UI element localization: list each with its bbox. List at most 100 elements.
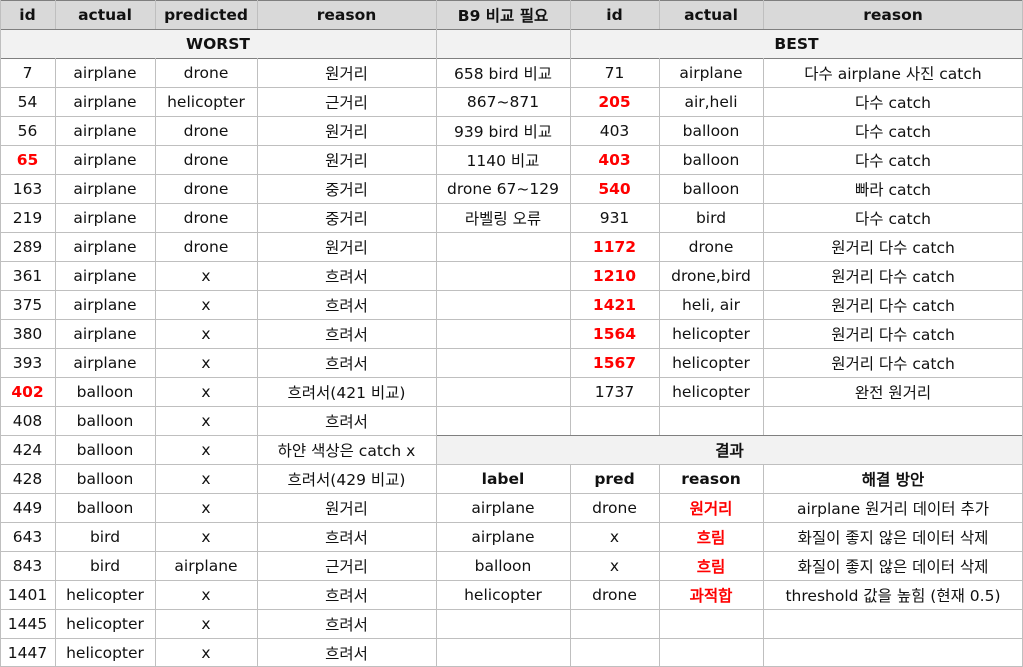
b9-empty-cell[interactable]	[436, 290, 570, 319]
result-header-pred[interactable]: pred	[594, 469, 635, 488]
result-empty-cell[interactable]	[436, 638, 570, 667]
worst-id-cell[interactable]: 289	[12, 237, 43, 256]
result-solution-cell[interactable]: 화질이 좋지 않은 데이터 삭제	[797, 528, 989, 547]
best-id-cell[interactable]: 1210	[592, 266, 637, 285]
worst-reason-cell[interactable]: 흐려서	[325, 528, 368, 547]
best-actual-cell[interactable]: helicopter	[672, 382, 750, 401]
best-empty-cell[interactable]	[763, 406, 1023, 435]
result-empty-cell[interactable]	[659, 609, 763, 638]
worst-id-cell[interactable]: 219	[12, 208, 43, 227]
worst-predicted-cell[interactable]: drone	[183, 121, 229, 140]
best-actual-cell[interactable]: drone	[688, 237, 734, 256]
worst-id-cell[interactable]: 424	[12, 440, 43, 459]
worst-reason-cell[interactable]: 원거리	[325, 499, 368, 518]
best-id-cell[interactable]: 1564	[592, 324, 637, 343]
worst-id-cell[interactable]: 380	[12, 324, 43, 343]
best-id-cell[interactable]: 1737	[594, 382, 635, 401]
result-solution-cell[interactable]: 화질이 좋지 않은 데이터 삭제	[797, 557, 989, 576]
worst-actual-cell[interactable]: balloon	[76, 411, 134, 430]
header-b9-compare[interactable]: B9 비교 필요	[436, 0, 570, 29]
result-reason-cell[interactable]: 원거리	[689, 499, 733, 518]
best-id-cell[interactable]: 931	[599, 208, 630, 227]
worst-predicted-cell[interactable]: drone	[183, 63, 229, 82]
best-id-cell[interactable]: 205	[598, 92, 631, 111]
b9-note-cell[interactable]: drone 67~129	[447, 179, 559, 198]
worst-actual-cell[interactable]: airplane	[73, 208, 137, 227]
worst-id-cell[interactable]: 1445	[7, 614, 48, 633]
worst-reason-cell[interactable]: 근거리	[325, 557, 368, 576]
result-pred-cell[interactable]: x	[609, 527, 620, 546]
worst-actual-cell[interactable]: airplane	[73, 63, 137, 82]
result-empty-cell[interactable]	[763, 609, 1023, 638]
worst-predicted-cell[interactable]: x	[201, 295, 211, 314]
best-id-cell[interactable]: 540	[598, 179, 631, 198]
worst-id-cell[interactable]: 7	[22, 63, 33, 82]
result-header-label[interactable]: label	[481, 469, 525, 488]
section-b9-blank[interactable]	[436, 29, 570, 58]
worst-predicted-cell[interactable]: x	[201, 411, 211, 430]
b9-note-cell[interactable]: 939 bird 비교	[453, 122, 553, 141]
worst-id-cell[interactable]: 408	[12, 411, 43, 430]
result-empty-cell[interactable]	[659, 638, 763, 667]
worst-predicted-cell[interactable]: x	[201, 643, 211, 662]
best-actual-cell[interactable]: balloon	[682, 179, 740, 198]
worst-actual-cell[interactable]: airplane	[73, 266, 137, 285]
result-empty-cell[interactable]	[436, 609, 570, 638]
b9-note-cell[interactable]: 1140 비교	[466, 151, 540, 170]
worst-reason-cell[interactable]: 하얀 색상은 catch x	[277, 441, 416, 460]
section-best[interactable]: BEST	[570, 29, 1023, 58]
best-id-cell[interactable]: 1421	[592, 295, 637, 314]
b9-empty-cell[interactable]	[436, 319, 570, 348]
worst-id-cell[interactable]: 1447	[7, 643, 48, 662]
result-pred-cell[interactable]: drone	[592, 498, 637, 517]
best-reason-cell[interactable]: 다수 catch	[855, 151, 931, 170]
worst-reason-cell[interactable]: 흐려서(429 비교)	[287, 470, 406, 489]
worst-reason-cell[interactable]: 흐려서	[325, 412, 368, 431]
best-reason-cell[interactable]: 다수 airplane 사진 catch	[804, 64, 982, 83]
worst-id-cell[interactable]: 375	[12, 295, 43, 314]
b9-empty-cell[interactable]	[436, 348, 570, 377]
best-id-cell[interactable]: 403	[598, 150, 631, 169]
best-reason-cell[interactable]: 원거리 다수 catch	[831, 267, 955, 286]
worst-predicted-cell[interactable]: drone	[183, 150, 229, 169]
worst-predicted-cell[interactable]: x	[201, 469, 211, 488]
worst-actual-cell[interactable]: airplane	[73, 237, 137, 256]
worst-actual-cell[interactable]: bird	[89, 556, 121, 575]
worst-id-cell[interactable]: 1401	[7, 585, 48, 604]
worst-actual-cell[interactable]: balloon	[76, 440, 134, 459]
result-pred-cell[interactable]: x	[609, 556, 620, 575]
worst-actual-cell[interactable]: helicopter	[66, 614, 144, 633]
worst-predicted-cell[interactable]: x	[201, 440, 211, 459]
best-actual-cell[interactable]: balloon	[682, 150, 740, 169]
b9-empty-cell[interactable]	[436, 261, 570, 290]
worst-predicted-cell[interactable]: drone	[183, 208, 229, 227]
worst-reason-cell[interactable]: 흐려서(421 비교)	[287, 383, 406, 402]
best-id-cell[interactable]: 71	[604, 63, 625, 82]
best-empty-cell[interactable]	[570, 406, 659, 435]
worst-predicted-cell[interactable]: helicopter	[167, 92, 245, 111]
worst-actual-cell[interactable]: airplane	[73, 295, 137, 314]
result-reason-cell[interactable]: 흐림	[696, 557, 726, 576]
b9-empty-cell[interactable]	[436, 406, 570, 435]
worst-reason-cell[interactable]: 원거리	[325, 238, 368, 257]
result-label-cell[interactable]: helicopter	[464, 585, 542, 604]
worst-actual-cell[interactable]: airplane	[73, 353, 137, 372]
result-label-cell[interactable]: balloon	[474, 556, 532, 575]
header-best-id[interactable]: id	[570, 0, 659, 29]
best-id-cell[interactable]: 1172	[592, 237, 637, 256]
worst-reason-cell[interactable]: 흐려서	[325, 644, 368, 663]
result-header-solution[interactable]: 해결 방안	[861, 470, 925, 489]
worst-id-cell[interactable]: 428	[12, 469, 43, 488]
worst-predicted-cell[interactable]: x	[201, 266, 211, 285]
worst-predicted-cell[interactable]: x	[201, 527, 211, 546]
best-actual-cell[interactable]: heli, air	[681, 295, 740, 314]
worst-reason-cell[interactable]: 근거리	[325, 93, 368, 112]
best-actual-cell[interactable]: airplane	[679, 63, 743, 82]
header-actual[interactable]: actual	[55, 0, 155, 29]
worst-id-cell[interactable]: 643	[12, 527, 43, 546]
header-best-actual[interactable]: actual	[659, 0, 763, 29]
b9-note-cell[interactable]: 658 bird 비교	[453, 64, 553, 83]
result-pred-cell[interactable]: drone	[592, 585, 637, 604]
worst-predicted-cell[interactable]: x	[201, 585, 211, 604]
worst-predicted-cell[interactable]: airplane	[174, 556, 238, 575]
